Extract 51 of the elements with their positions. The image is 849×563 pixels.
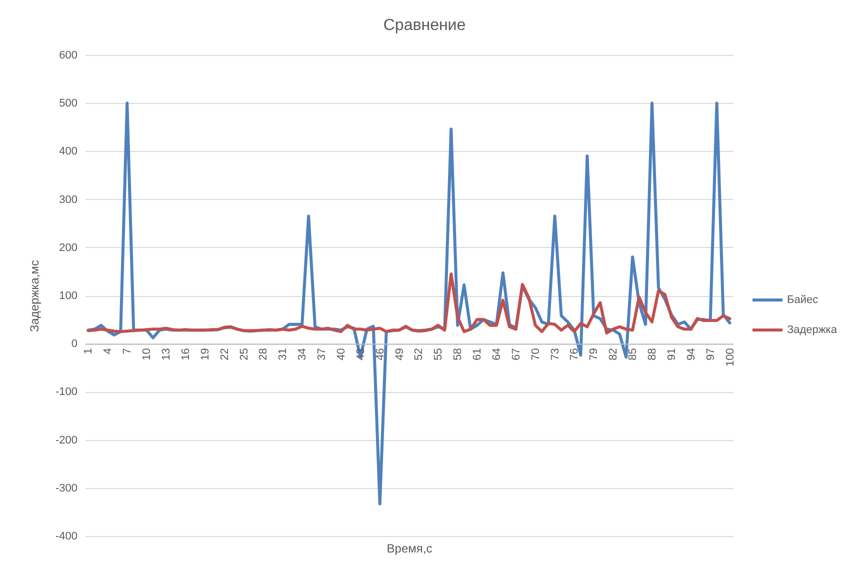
y-tick-label: 0 xyxy=(71,338,78,350)
x-tick-label: 58 xyxy=(452,348,464,360)
y-tick-label: 200 xyxy=(59,242,78,254)
x-tick-label: 19 xyxy=(199,348,212,360)
x-tick-label: 76 xyxy=(568,348,581,360)
x-tick-label: 67 xyxy=(510,348,522,360)
y-tick-label: -300 xyxy=(55,482,78,494)
y-axis-title: Задержка,мс xyxy=(27,260,42,332)
x-tick-label: 34 xyxy=(296,348,309,360)
y-tick-label: 600 xyxy=(59,50,78,62)
x-tick-label: 97 xyxy=(704,348,717,360)
x-tick-label: 61 xyxy=(472,348,484,360)
x-tick-label: 94 xyxy=(685,348,698,360)
y-tick-label: -100 xyxy=(55,386,78,398)
x-tick-label: 13 xyxy=(160,348,172,360)
x-tick-label: 52 xyxy=(413,348,426,360)
x-tick-label: 37 xyxy=(316,348,328,360)
x-tick-label: 85 xyxy=(627,348,640,360)
y-tick-label: 100 xyxy=(59,290,78,302)
x-tick-label: 49 xyxy=(394,348,406,360)
x-tick-label: 10 xyxy=(141,348,154,360)
x-tick-label: 4 xyxy=(102,348,114,354)
x-tick-label: 73 xyxy=(549,348,562,360)
x-tick-label: 64 xyxy=(490,348,503,360)
x-tick-label: 25 xyxy=(238,348,250,360)
y-tick-label: 400 xyxy=(59,146,78,158)
y-tick-label: 300 xyxy=(59,194,78,206)
x-axis-title: Время,с xyxy=(386,542,432,556)
x-tick-label: 46 xyxy=(374,348,386,360)
x-tick-label: 100 xyxy=(724,348,736,366)
line-series xyxy=(86,272,732,335)
y-tick-label: 500 xyxy=(59,98,78,110)
y-tick-label: -200 xyxy=(55,434,78,446)
x-tick-label: 79 xyxy=(588,348,600,360)
y-tick-label: -400 xyxy=(55,530,78,542)
x-tick-label: 28 xyxy=(258,348,270,360)
legend-label: Задержка xyxy=(787,324,838,336)
chart-title: Сравнение xyxy=(383,17,466,34)
x-tick-label: 43 xyxy=(354,348,367,360)
x-tick-label: 70 xyxy=(530,348,542,360)
x-tick-label: 82 xyxy=(608,348,620,360)
x-tick-label: 7 xyxy=(122,348,134,354)
x-tick-label: 16 xyxy=(180,348,192,360)
x-tick-label: 40 xyxy=(335,348,348,360)
x-tick-label: 55 xyxy=(432,348,445,360)
x-tick-label: 91 xyxy=(666,348,678,360)
x-tick-label: 22 xyxy=(218,348,231,360)
legend-label: Байес xyxy=(787,294,819,306)
x-tick-label: 88 xyxy=(646,348,658,360)
x-tick-label: 1 xyxy=(82,348,95,354)
x-tick-label: 31 xyxy=(277,348,290,360)
